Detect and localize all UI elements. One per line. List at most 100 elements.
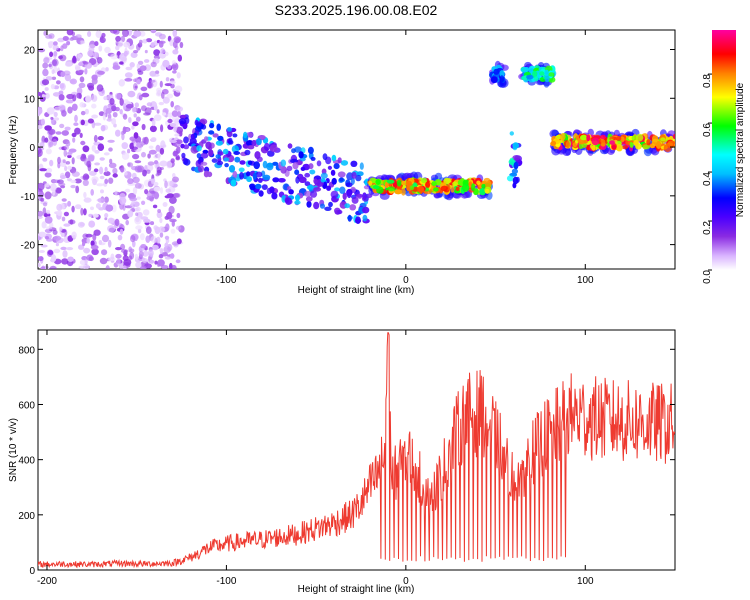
heatmap-cell (118, 53, 127, 62)
heatmap-cell (147, 161, 155, 166)
heatmap-cell (42, 157, 48, 162)
heatmap-cell (255, 171, 263, 178)
heatmap-cell (166, 160, 173, 169)
heatmap-cell (61, 130, 69, 136)
heatmap-cell (169, 80, 176, 85)
heatmap-cell (52, 188, 56, 196)
heatmap-cell (156, 109, 160, 114)
colorbar-tick-label: 0.4 (702, 172, 713, 186)
heatmap-cell (215, 154, 221, 159)
heatmap-cell (149, 79, 156, 83)
heatmap-cell (110, 253, 115, 260)
heatmap-cell (38, 107, 43, 115)
heatmap-cell (115, 45, 120, 51)
heatmap-cell (165, 188, 172, 193)
heatmap-cell (83, 197, 92, 203)
heatmap-cell (223, 157, 230, 162)
heatmap-cell (84, 108, 89, 115)
heatmap-cell (145, 235, 151, 243)
heatmap-cell (261, 184, 268, 191)
heatmap-cell (513, 161, 519, 170)
heatmap-cell (97, 197, 106, 204)
heatmap-cell (635, 133, 644, 142)
heatmap-cell (347, 214, 352, 222)
heatmap-cell (53, 41, 58, 46)
heatmap-cell (77, 69, 85, 74)
heatmap-cell (362, 214, 368, 222)
heatmap-cell (195, 121, 202, 127)
heatmap-cell (94, 162, 100, 166)
heatmap-cell (87, 50, 94, 57)
heatmap-cell (215, 140, 223, 146)
heatmap-cell (326, 185, 332, 191)
heatmap-cell (62, 159, 66, 164)
heatmap-cell (134, 102, 139, 108)
heatmap-cell (172, 30, 178, 38)
heatmap-cell (66, 93, 75, 100)
heatmap-cell (132, 121, 139, 127)
heatmap-cell (53, 51, 58, 57)
heatmap-cell (124, 171, 128, 176)
heatmap-cell (660, 137, 666, 142)
heatmap-cell (164, 83, 172, 87)
heatmap-cell (128, 117, 132, 123)
heatmap-cell (672, 133, 675, 140)
heatmap-cell (94, 41, 99, 47)
heatmap-cell (308, 163, 314, 170)
heatmap-cell (196, 145, 202, 152)
heatmap-cell (234, 156, 241, 163)
heatmap-cell (90, 240, 95, 247)
heatmap-cell (58, 182, 66, 187)
heatmap-cell (231, 145, 240, 153)
snr-series-line (38, 332, 675, 569)
heatmap-cell (86, 254, 93, 261)
snr-x-tick-label: 0 (403, 576, 409, 587)
heatmap-cell (101, 249, 108, 256)
snr-panel: -200 -100 0 100 0 200 400 600 800 Height of stra… (8, 329, 676, 595)
heatmap-x-tick-label: -100 (216, 275, 236, 286)
heatmap-cell (666, 142, 674, 147)
heatmap-cell (87, 118, 94, 124)
heatmap-cell (310, 156, 316, 161)
heatmap-cell (394, 189, 403, 195)
heatmap-cell (159, 147, 165, 155)
colorbar-title: Normalized spectral amplitude (735, 82, 746, 217)
heatmap-cell (105, 107, 113, 114)
heatmap-cell (176, 238, 182, 245)
heatmap-cell (123, 265, 127, 269)
heatmap-cell (159, 160, 168, 167)
heatmap-cell (42, 207, 47, 215)
heatmap-cell (122, 113, 128, 120)
heatmap-cell (396, 184, 402, 191)
heatmap-cell (169, 196, 177, 204)
heatmap-cell (66, 247, 74, 251)
heatmap-cell (655, 140, 662, 149)
heatmap-cell (45, 226, 53, 230)
heatmap-cell (288, 189, 294, 195)
heatmap-cell (88, 85, 95, 91)
heatmap-cell (135, 261, 142, 269)
heatmap-cell (164, 256, 172, 260)
colorbar-gradient (712, 30, 736, 270)
heatmap-cell (61, 110, 67, 117)
heatmap-cell (178, 118, 187, 125)
heatmap-cell (59, 123, 65, 129)
heatmap-cell (158, 40, 164, 48)
heatmap-cell (62, 36, 69, 41)
heatmap-cell (62, 250, 68, 258)
heatmap-cell (179, 114, 187, 120)
heatmap-cell (125, 219, 129, 226)
heatmap-cell (122, 103, 127, 111)
heatmap-cell (47, 41, 55, 47)
heatmap-cell (161, 112, 167, 116)
heatmap-cell (71, 231, 77, 239)
heatmap-cell (324, 206, 332, 211)
heatmap-cell (493, 68, 500, 75)
heatmap-cell (112, 112, 118, 118)
heatmap-cell (162, 59, 170, 68)
heatmap-cell (103, 96, 108, 101)
heatmap-cell (134, 253, 138, 260)
heatmap-cell (135, 212, 139, 216)
heatmap-cell (153, 191, 159, 200)
heatmap-cell (79, 259, 87, 266)
